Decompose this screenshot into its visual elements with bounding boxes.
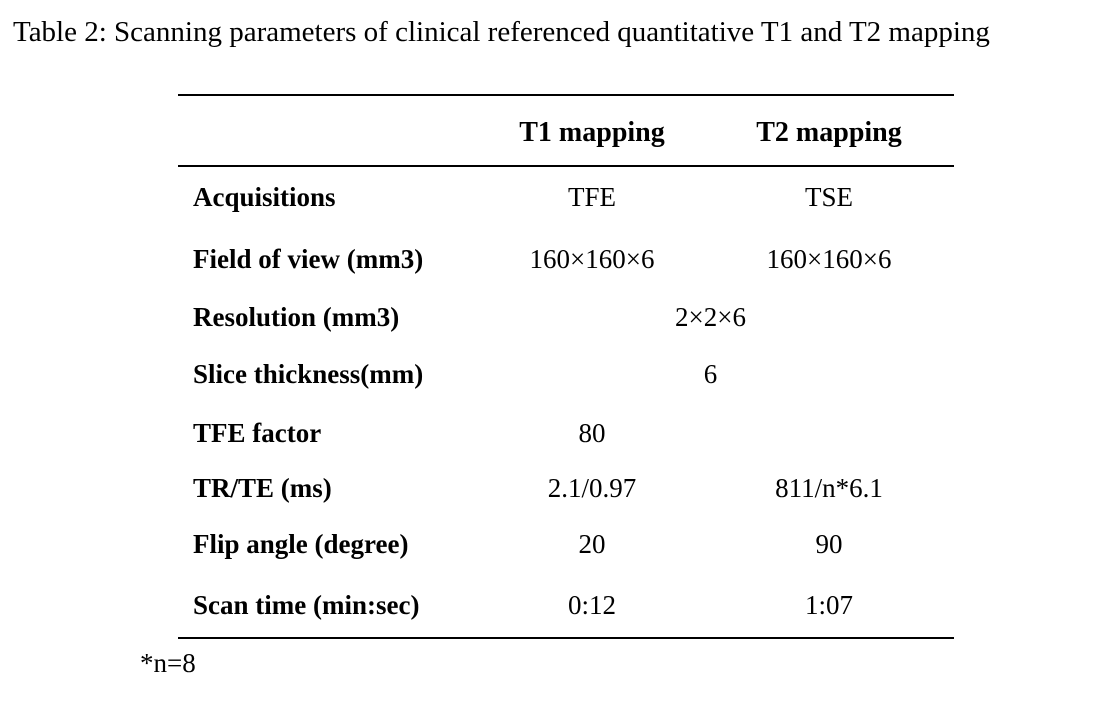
table-caption: Table 2: Scanning parameters of clinical… xyxy=(13,16,990,48)
table-top-rule xyxy=(178,94,954,96)
row-label-resolution: Resolution (mm3) xyxy=(193,302,400,332)
table-footnote: *n=8 xyxy=(140,648,196,678)
cell-scan-time-t1: 0:12 xyxy=(567,590,616,620)
cell-field-of-view-t2: 160×160×6 xyxy=(766,244,892,274)
row-label-tfe-factor: TFE factor xyxy=(193,418,322,448)
cell-field-of-view-t1: 160×160×6 xyxy=(529,244,655,274)
cell-tr-te-t2: 811/n*6.1 xyxy=(775,473,883,503)
row-label-flip-angle: Flip angle (degree) xyxy=(193,529,409,559)
row-label-acquisitions: Acquisitions xyxy=(193,182,336,212)
header-t2-mapping: T2 mapping xyxy=(756,117,902,148)
cell-flip-angle-t1: 20 xyxy=(578,529,606,559)
cell-flip-angle-t2: 90 xyxy=(815,529,843,559)
row-label-slice-thickness: Slice thickness(mm) xyxy=(193,359,424,389)
header-t1-mapping: T1 mapping xyxy=(519,117,665,148)
cell-acquisitions-t2: TSE xyxy=(804,182,853,212)
table-header-rule xyxy=(178,165,954,167)
cell-resolution-shared: 2×2×6 xyxy=(675,302,746,332)
row-label-scan-time: Scan time (min:sec) xyxy=(193,590,420,620)
row-label-field-of-view: Field of view (mm3) xyxy=(193,244,424,274)
row-label-tr-te: TR/TE (ms) xyxy=(193,473,332,503)
cell-tfe-factor-t1: 80 xyxy=(578,418,606,448)
cell-acquisitions-t1: TFE xyxy=(567,182,616,212)
table-bottom-rule xyxy=(178,637,954,639)
cell-tr-te-t1: 2.1/0.97 xyxy=(547,473,637,503)
cell-slice-thickness-shared: 6 xyxy=(703,359,718,389)
cell-scan-time-t2: 1:07 xyxy=(804,590,853,620)
